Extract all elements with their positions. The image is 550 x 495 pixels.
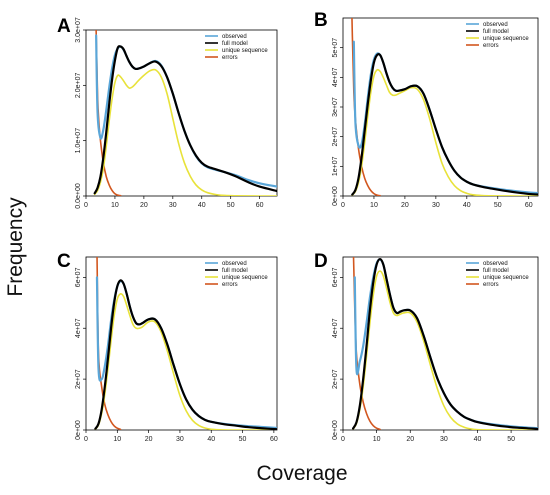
panel-b-legend-label-errors: errors: [483, 43, 499, 49]
panel-d-letter: D: [314, 251, 328, 272]
panel-c-series-full-model: [94, 279, 277, 430]
panel-c-legend-label-unique-sequence: unique sequence: [222, 275, 268, 281]
panel-d-x-tick-label: 10: [373, 436, 381, 443]
panel-d-y-tick-label: 2e+07: [332, 369, 339, 389]
panel-b-y-tick-label: 3e+07: [332, 97, 339, 117]
panel-b-x-tick-label: 50: [494, 202, 502, 209]
panel-b-x-tick-label: 20: [401, 202, 409, 209]
panel-c-series-errors: [96, 257, 122, 430]
panel-d-x-tick-label: 50: [507, 436, 515, 443]
panel-b-x-tick-label: 30: [432, 202, 440, 209]
panel-b-curves: [351, 18, 538, 196]
panel-c-y-tick-label: 4e+07: [75, 318, 82, 338]
panel-c-letter: C: [57, 251, 71, 272]
panel-a-letter: A: [57, 16, 71, 37]
panel-c-y-tick-label: 0e+00: [75, 420, 82, 440]
panel-d-plot-frame: [342, 256, 539, 431]
panel-c-series-observed: [95, 276, 277, 430]
panel-b: B 0 10 20 30 40 50 60 0e+00 1e+07 2e+07 3e+07 4e+07 5…: [314, 10, 539, 209]
panel-c-plot-frame: [85, 256, 278, 431]
panel-c-legend-label-observed: observed: [222, 261, 247, 267]
panel-c-x-tick-label: 40: [207, 436, 215, 443]
panel-b-x-tick-label: 60: [525, 202, 533, 209]
panel-a-x-tick-label: 60: [256, 202, 264, 209]
panel-c-legend-label-full-model: full model: [222, 268, 248, 274]
panel-c: C 0 10 20 30 40 50 60 0e+00 2e+07 4e+07 6e+07 observ…: [57, 251, 278, 443]
panel-b-y-tick-label: 0e+00: [332, 186, 339, 206]
panel-b-y-tick-label: 2e+07: [332, 127, 339, 147]
panel-a-curves: [93, 30, 277, 196]
panel-a-x-tick-label: 10: [111, 202, 119, 209]
panel-d-series-full-model: [351, 257, 538, 430]
panel-c-x-tick-label: 0: [84, 436, 88, 443]
panel-a-legend-label-full-model: full model: [222, 41, 248, 47]
panel-b-series-full-model: [351, 53, 538, 196]
panel-b-legend-label-observed: observed: [483, 22, 508, 28]
panel-a-x-tick-label: 20: [140, 202, 148, 209]
panel-c-y-tick-label: 6e+07: [75, 267, 82, 287]
panel-a-series-full-model: [93, 45, 277, 195]
panel-a-y-tick-label: 3.0e+07: [75, 17, 82, 43]
panel-c-x-tick-label: 20: [145, 436, 153, 443]
panel-a: A 0 10 20 30 40 50 60 0.0e+00 1.0e+07 2.0e+07 3.0e+…: [57, 16, 278, 209]
panel-a-series-unique-sequence: [93, 68, 277, 196]
panel-b-x-tick-label: 40: [463, 202, 471, 209]
panel-b-x-tick-label: 0: [341, 202, 345, 209]
panel-b-legend-label-full-model: full model: [483, 29, 509, 35]
panel-a-y-tick-label: 2.0e+07: [75, 72, 82, 98]
panel-d-y-tick-label: 6e+07: [332, 267, 339, 287]
panel-d-series-errors: [352, 257, 381, 430]
panel-c-y-tick-label: 2e+07: [75, 369, 82, 389]
panel-a-y-tick-label: 1.0e+07: [75, 128, 82, 154]
panel-d-legend-label-observed: observed: [483, 261, 508, 267]
panel-c-x-tick-label: 10: [113, 436, 121, 443]
panel-c-x-tick-label: 50: [239, 436, 247, 443]
panel-b-x-tick-label: 10: [370, 202, 378, 209]
panel-d-x-tick-label: 30: [440, 436, 448, 443]
panel-d: D 0 10 20 30 40 50 0e+00 2e+07 4e+07 6e+07 observed…: [314, 251, 539, 443]
panel-d-y-tick-label: 4e+07: [332, 318, 339, 338]
panel-d-legend-label-unique-sequence: unique sequence: [483, 275, 529, 281]
panel-d-curves: [351, 257, 538, 430]
panel-a-x-tick-label: 0: [84, 202, 88, 209]
panel-d-series-unique-sequence: [352, 270, 538, 430]
panel-a-x-tick-label: 50: [227, 202, 235, 209]
panel-b-letter: B: [314, 10, 328, 31]
panel-b-series-unique-sequence: [351, 68, 538, 196]
panel-a-x-tick-label: 30: [169, 202, 177, 209]
panel-b-y-tick-label: 5e+07: [332, 38, 339, 58]
panel-d-legend-label-full-model: full model: [483, 268, 509, 274]
panel-d-y-tick-label: 0e+00: [332, 420, 339, 440]
panel-a-plot-frame: [85, 29, 278, 197]
panel-b-series-observed: [352, 40, 538, 195]
panel-a-legend-label-unique-sequence: unique sequence: [222, 48, 268, 54]
panel-a-y-tick-label: 0.0e+00: [75, 183, 82, 209]
panel-b-y-tick-label: 4e+07: [332, 67, 339, 87]
panel-a-legend-label-observed: observed: [222, 34, 247, 40]
panel-d-legend-label-errors: errors: [483, 282, 499, 288]
panel-c-series-unique-sequence: [94, 293, 277, 430]
panel-c-legend-label-errors: errors: [222, 282, 238, 288]
x-axis-title: Coverage: [256, 462, 347, 485]
panel-a-x-tick-label: 40: [198, 202, 206, 209]
panel-c-curves: [94, 257, 277, 430]
panel-d-x-tick-label: 0: [341, 436, 345, 443]
panel-d-x-tick-label: 20: [406, 436, 414, 443]
panel-c-x-tick-label: 30: [176, 436, 184, 443]
panel-a-legend-label-errors: errors: [222, 55, 238, 61]
panel-d-x-tick-label: 40: [474, 436, 482, 443]
panel-b-legend-label-unique-sequence: unique sequence: [483, 36, 529, 42]
panel-c-x-tick-label: 60: [270, 436, 278, 443]
panel-b-y-tick-label: 1e+07: [332, 156, 339, 176]
y-axis-title: Frequency: [4, 197, 27, 297]
